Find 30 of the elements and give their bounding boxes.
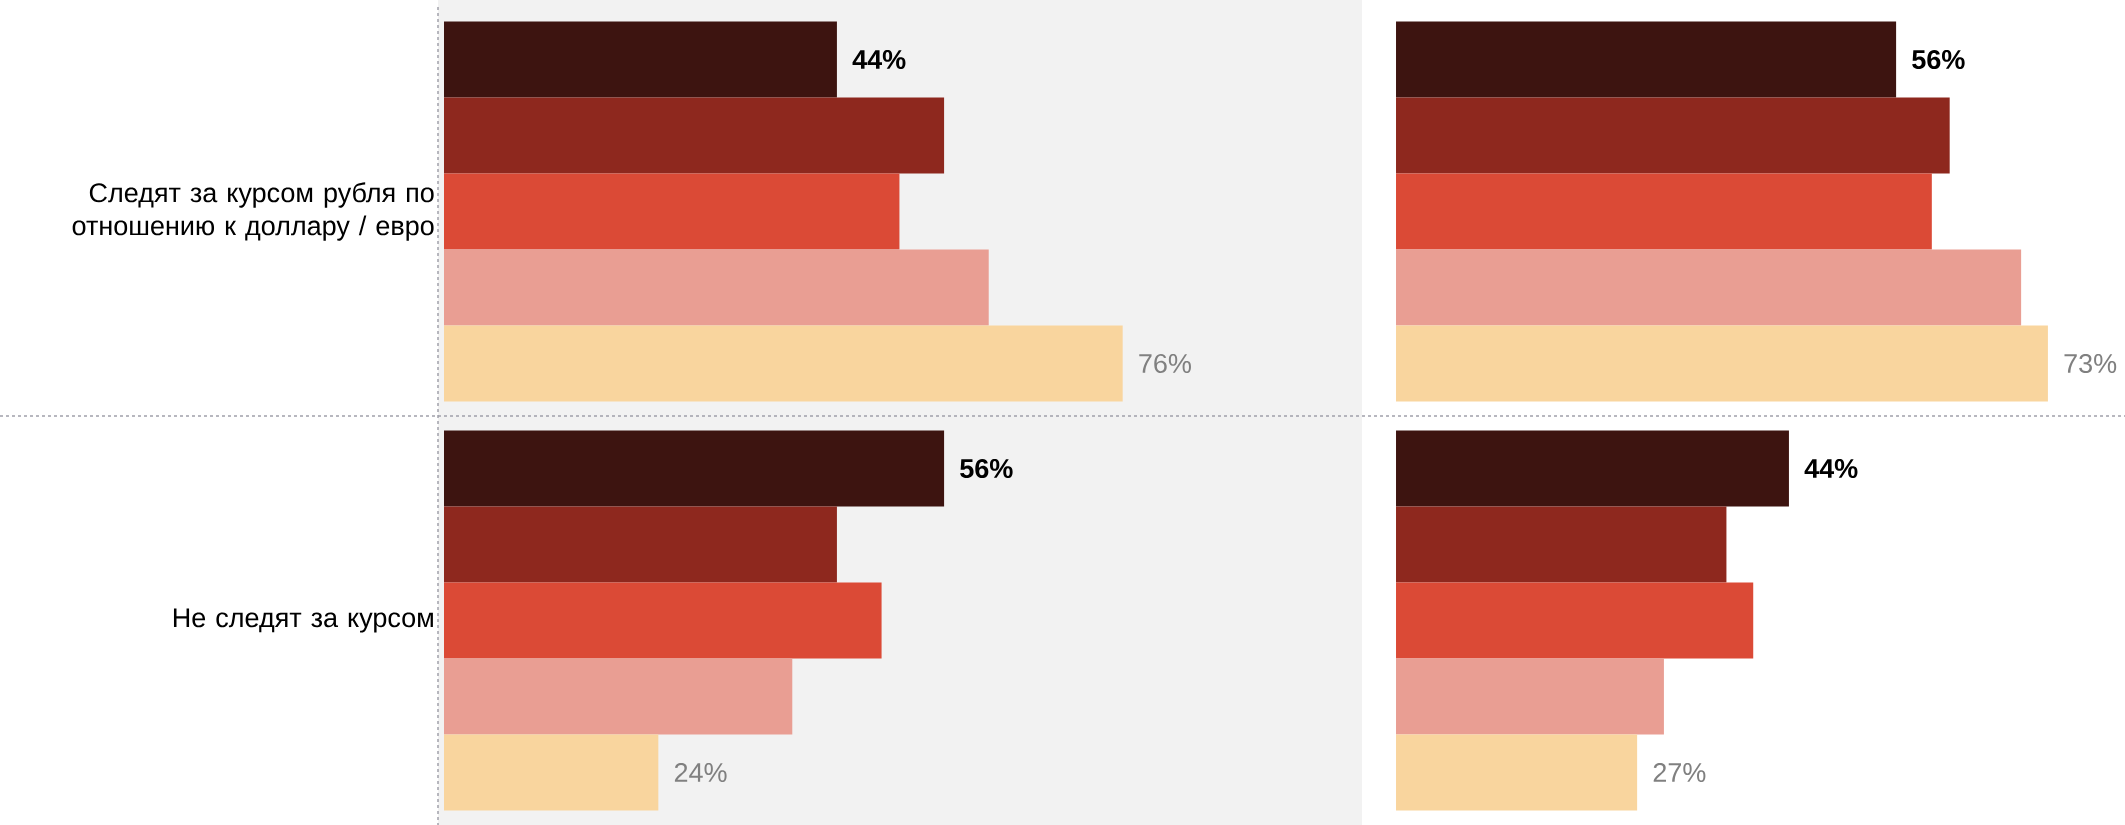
bar — [1396, 734, 1638, 811]
bar — [444, 173, 900, 250]
data-label: 56% — [960, 458, 1013, 479]
bar — [1396, 582, 1754, 659]
bar — [444, 325, 1123, 402]
bar — [444, 97, 945, 174]
bar — [444, 430, 945, 507]
y-tick-label: Следят за курсом рубля по отношению к доллару / евро — [72, 182, 434, 241]
data-label: 24% — [674, 762, 727, 782]
bar — [1396, 249, 2022, 326]
bar — [1396, 430, 1789, 507]
data-label: 73% — [2064, 353, 2117, 374]
bar — [444, 249, 989, 326]
bar — [444, 734, 659, 811]
data-label: 27% — [1653, 762, 1706, 782]
bar — [444, 506, 837, 583]
bar — [444, 658, 793, 735]
data-label: 56% — [1912, 49, 1965, 70]
bar — [1396, 506, 1727, 583]
bar — [1396, 21, 1897, 98]
bar — [1396, 97, 1950, 174]
y-tick-label: Не следят за курсом — [173, 608, 433, 633]
bar — [1396, 658, 1664, 735]
bar — [1396, 173, 1932, 250]
data-label: 44% — [852, 50, 906, 70]
data-label: 76% — [1139, 353, 1191, 374]
bar — [1396, 325, 2048, 402]
bar — [444, 582, 882, 659]
data-label: 44% — [1804, 459, 1858, 479]
bar — [444, 21, 837, 98]
